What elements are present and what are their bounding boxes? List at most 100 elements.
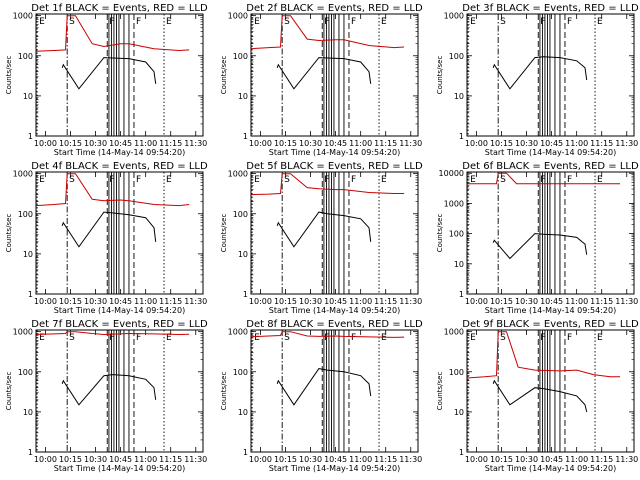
- x-tick-label: 11:30: [184, 297, 207, 306]
- event-marker-label: E: [166, 17, 172, 27]
- panel-title: Det 7f BLACK = Events, RED = LLD: [31, 319, 208, 330]
- x-axis-label: Start Time (14-May-14 09:54:20): [269, 148, 400, 157]
- y-tick-label: 100: [449, 52, 464, 61]
- y-tick-label: 100: [18, 52, 33, 61]
- event-marker-label: E: [254, 175, 260, 185]
- y-tick-label: 1000: [228, 12, 248, 21]
- x-tick-label: 11:30: [615, 455, 638, 464]
- panel-det-3: Det 3f BLACK = Events, RED = LLD Counts/s…: [436, 3, 639, 157]
- x-tick-label: 11:00: [349, 455, 372, 464]
- x-axis-label: Start Time (14-May-14 09:54:20): [54, 464, 185, 473]
- x-tick-label: 10:30: [84, 455, 107, 464]
- event-marker-label: E: [254, 17, 260, 27]
- event-marker-label: S: [284, 333, 290, 343]
- event-marker-label: S: [69, 333, 75, 343]
- x-tick-label: 10:15: [490, 297, 513, 306]
- panel-det-2: Det 2f BLACK = Events, RED = LLD Counts/s…: [220, 3, 423, 157]
- x-tick-label: 11:30: [399, 455, 422, 464]
- event-marker-label: E: [470, 175, 476, 185]
- y-tick-label: 100: [449, 230, 464, 239]
- y-tick-label: 1000: [13, 170, 33, 179]
- y-tick-label: 100: [233, 52, 248, 61]
- x-tick-label: 10:30: [299, 455, 322, 464]
- event-marker-label: F: [136, 17, 141, 27]
- event-marker-label: E: [597, 333, 603, 343]
- panel-title: Det 2f BLACK = Events, RED = LLD: [246, 3, 423, 14]
- y-tick-label: 10: [23, 250, 33, 259]
- series-line-events: [61, 211, 157, 248]
- y-tick-label: 100: [18, 210, 33, 219]
- event-marker-label: F: [351, 175, 356, 185]
- y-tick-label: 10: [454, 260, 464, 269]
- event-marker-label: F: [136, 333, 141, 343]
- x-tick-label: 11:00: [565, 139, 588, 148]
- event-marker-label: E: [166, 333, 172, 343]
- plot-frame: [466, 329, 635, 453]
- x-tick-label: 10:15: [274, 139, 297, 148]
- x-tick-label: 10:30: [515, 297, 538, 306]
- plot-frame: [250, 329, 419, 453]
- x-tick-label: 10:45: [540, 139, 563, 148]
- x-tick-label: 10:00: [465, 139, 488, 148]
- series-line-events: [276, 368, 372, 406]
- panel-det-4: Det 4f BLACK = Events, RED = LLD Counts/s…: [5, 161, 208, 315]
- x-tick-label: 10:45: [324, 139, 347, 148]
- y-axis-label: Counts/sec: [436, 372, 444, 411]
- panel-det-7: Det 7f BLACK = Events, RED = LLD Counts/s…: [5, 319, 208, 473]
- x-tick-label: 10:00: [34, 455, 57, 464]
- y-tick-label: 10: [23, 92, 33, 101]
- x-tick-label: 11:30: [399, 297, 422, 306]
- x-tick-label: 11:00: [565, 455, 588, 464]
- x-tick-label: 10:30: [84, 297, 107, 306]
- x-tick-label: 10:45: [324, 297, 347, 306]
- event-marker-label: F: [567, 17, 572, 27]
- event-marker-label: E: [597, 175, 603, 185]
- series-line-lld: [35, 15, 190, 52]
- y-tick-label: 1000: [228, 328, 248, 337]
- y-axis-label: Counts/sec: [5, 372, 13, 411]
- event-marker-label: F: [351, 17, 356, 27]
- plot-frame: [250, 171, 419, 295]
- event-marker-label: E: [597, 17, 603, 27]
- event-marker-label: E: [254, 333, 260, 343]
- event-marker-label: E: [381, 333, 387, 343]
- x-tick-label: 10:45: [109, 139, 132, 148]
- y-tick-label: 100: [18, 368, 33, 377]
- event-marker-label: S: [500, 175, 506, 185]
- y-axis-label: Counts/sec: [220, 372, 228, 411]
- x-tick-label: 11:15: [590, 297, 613, 306]
- x-tick-label: 11:00: [349, 139, 372, 148]
- panel-det-9: Det 9f BLACK = Events, RED = LLD Counts/s…: [436, 319, 639, 473]
- x-tick-label: 11:15: [590, 139, 613, 148]
- x-tick-label: 11:00: [349, 297, 372, 306]
- plot-frame: [250, 13, 419, 137]
- event-marker-label: E: [166, 175, 172, 185]
- y-tick-label: 1: [459, 132, 464, 141]
- x-tick-label: 11:30: [184, 139, 207, 148]
- x-tick-label: 10:15: [59, 297, 82, 306]
- event-marker-label: E: [470, 17, 476, 27]
- x-tick-label: 11:00: [134, 297, 157, 306]
- event-marker-label: F: [567, 333, 572, 343]
- event-marker-label: F: [136, 175, 141, 185]
- y-tick-label: 1000: [444, 12, 464, 21]
- x-tick-label: 10:15: [490, 455, 513, 464]
- y-tick-label: 1000: [444, 328, 464, 337]
- y-tick-label: 1000: [228, 170, 248, 179]
- y-tick-label: 10: [454, 408, 464, 417]
- plot-frame: [35, 329, 204, 453]
- x-tick-label: 11:15: [374, 139, 397, 148]
- series-line-lld: [250, 15, 405, 50]
- x-tick-label: 11:15: [159, 455, 182, 464]
- panel-title: Det 1f BLACK = Events, RED = LLD: [31, 3, 208, 14]
- x-tick-label: 10:15: [274, 455, 297, 464]
- panel-det-8: Det 8f BLACK = Events, RED = LLD Counts/s…: [220, 319, 423, 473]
- panel-title: Det 9f BLACK = Events, RED = LLD: [462, 319, 639, 330]
- x-tick-label: 10:00: [249, 297, 272, 306]
- event-marker-label: E: [39, 175, 45, 185]
- x-tick-label: 11:15: [590, 455, 613, 464]
- y-axis-label: Counts/sec: [220, 214, 228, 253]
- panel-title: Det 6f BLACK = Events, RED = LLD: [462, 161, 639, 172]
- x-tick-label: 10:00: [465, 297, 488, 306]
- x-tick-label: 11:30: [184, 455, 207, 464]
